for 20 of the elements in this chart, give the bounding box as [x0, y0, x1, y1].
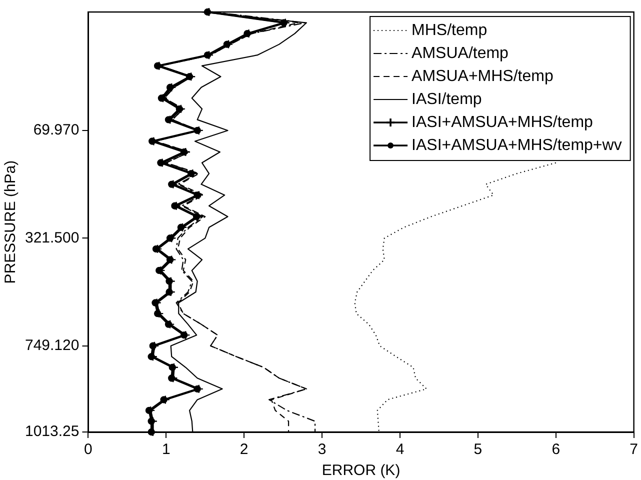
legend-label: IASI/temp — [412, 90, 482, 108]
y-axis-title: PRESSURE (hPa) — [2, 160, 20, 284]
legend-label: AMSUA+MHS/temp — [412, 68, 554, 85]
y-tick-label: 749.120 — [24, 336, 80, 354]
x-axis-title: ERROR (K) — [322, 462, 400, 480]
x-tick-label: 7 — [630, 441, 638, 458]
y-tick-label: 321.500 — [24, 229, 80, 246]
y-tick-label: 69.970 — [33, 122, 80, 139]
legend-label: IASI+AMSUA+MHS/temp — [412, 114, 594, 131]
x-tick-label: 0 — [84, 441, 92, 458]
x-tick-label: 6 — [552, 441, 560, 458]
x-tick-label: 3 — [318, 441, 326, 458]
y-tick-label: 1013.25 — [24, 423, 80, 440]
x-tick-label: 5 — [474, 441, 482, 458]
legend-label: AMSUA/temp — [412, 44, 509, 62]
x-tick-label: 1 — [162, 441, 170, 458]
legend-label: MHS/temp — [412, 22, 488, 39]
x-tick-label: 4 — [396, 441, 404, 458]
legend-label: IASI+AMSUA+MHS/temp+wv — [412, 136, 622, 154]
x-tick-label: 2 — [240, 441, 248, 458]
